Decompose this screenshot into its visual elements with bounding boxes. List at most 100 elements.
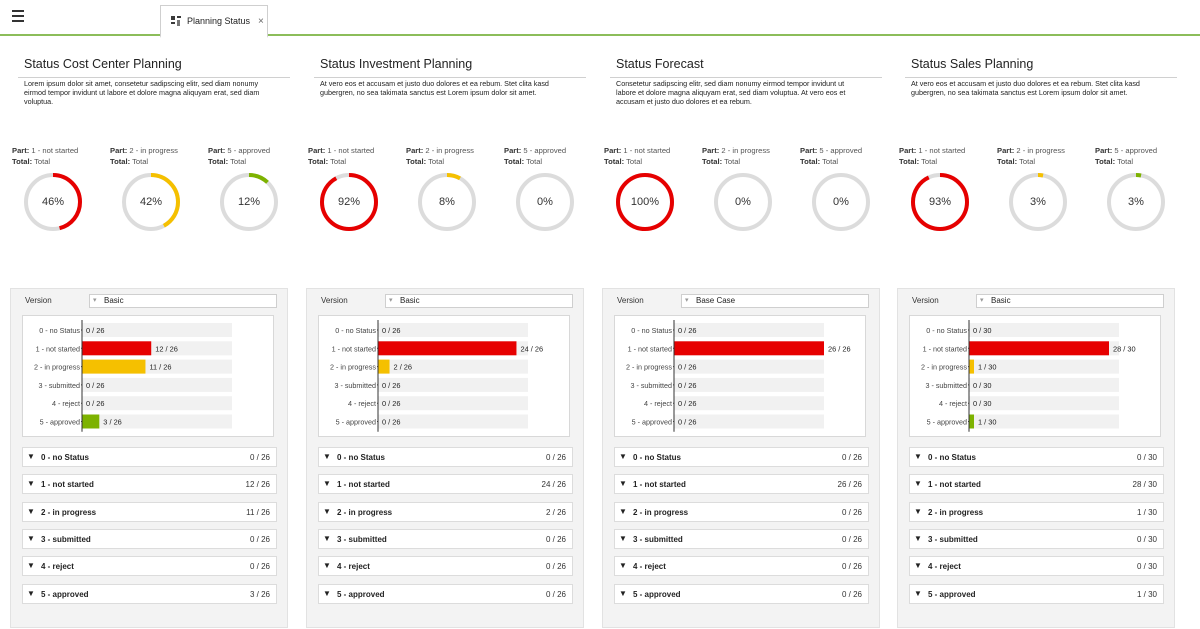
part-value: 5 - approved — [225, 146, 271, 155]
bar-value-label: 0 / 26 — [86, 381, 105, 390]
bar-value-label: 0 / 26 — [678, 418, 697, 427]
group-count: 0 / 26 — [841, 453, 862, 462]
expand-arrow-icon: ▼ — [619, 452, 627, 461]
status-group-row[interactable]: ▼ 0 - no Status 0 / 26 — [318, 447, 573, 467]
expand-arrow-icon: ▼ — [914, 561, 922, 571]
status-group-row[interactable]: ▼ 2 - in progress 11 / 26 — [22, 501, 277, 522]
bar-track — [969, 377, 1119, 392]
total-key: Total: — [604, 157, 625, 166]
total-key: Total: — [702, 157, 723, 166]
ring-svg — [418, 173, 476, 231]
status-group-row[interactable]: ▼ 0 - no Status 0 / 26 — [22, 447, 277, 467]
status-group-row[interactable]: ▼ 2 - in progress 2 / 26 — [318, 501, 573, 522]
status-group-row[interactable]: ▼ 2 - in progress 0 / 26 — [614, 501, 869, 522]
group-label: 2 - in progress — [41, 507, 97, 517]
status-group-row[interactable]: ▼ 1 - not started 28 / 30 — [909, 474, 1164, 495]
version-select[interactable]: Base Case — [681, 294, 869, 308]
progress-ring: 0% — [515, 172, 575, 232]
column-description: Lorem ipsum dolor sit amet, consetetur s… — [24, 79, 260, 106]
status-group-row[interactable]: ▼ 4 - reject 0 / 26 — [614, 556, 869, 577]
expand-arrow-icon: ▼ — [914, 479, 922, 489]
hamburger-menu-icon[interactable] — [12, 10, 24, 22]
bar-value-label: 0 / 26 — [678, 381, 697, 390]
status-group-row[interactable]: ▼ 5 - approved 0 / 26 — [614, 583, 869, 604]
status-group-row[interactable]: ▼ 3 - submitted 0 / 26 — [22, 528, 277, 549]
expand-arrow-icon: ▼ — [914, 452, 922, 461]
version-select[interactable]: Basic — [976, 294, 1164, 308]
expand-arrow-icon: ▼ — [619, 588, 627, 598]
progress-ring: 42% — [121, 172, 181, 232]
bar-value-label: 0 / 26 — [678, 326, 697, 335]
expand-arrow-icon: ▼ — [27, 452, 35, 461]
status-group-row[interactable]: ▼ 2 - in progress 1 / 30 — [909, 501, 1164, 522]
group-label: 5 - approved — [633, 589, 681, 599]
part-key: Part: — [800, 146, 818, 155]
bar-chart-svg: 0 - no Status 0 / 26 1 - not started 26 / 2… — [626, 320, 851, 432]
status-group-row[interactable]: ▼ 5 - approved 1 / 30 — [909, 583, 1164, 604]
status-group-row[interactable]: ▼ 3 - submitted 0 / 30 — [909, 528, 1164, 549]
part-value: 5 - approved — [817, 146, 863, 155]
expand-arrow-icon: ▼ — [27, 588, 35, 598]
bar-value-label: 1 / 30 — [978, 363, 997, 372]
ring-progress — [24, 173, 82, 231]
status-group-row[interactable]: ▼ 4 - reject 0 / 26 — [22, 556, 277, 577]
bar-track — [674, 323, 824, 337]
bar-value-label: 0 / 26 — [382, 418, 401, 427]
status-group-row[interactable]: ▼ 1 - not started 24 / 26 — [318, 474, 573, 495]
version-select[interactable]: Basic — [385, 294, 573, 308]
group-label: 2 - in progress — [928, 507, 984, 517]
group-count: 2 / 26 — [545, 507, 566, 517]
status-group-row[interactable]: ▼ 4 - reject 0 / 30 — [909, 556, 1164, 577]
group-label: 3 - submitted — [337, 534, 387, 544]
group-count: 0 / 26 — [545, 589, 566, 599]
bar-track — [969, 323, 1119, 337]
bar-category-label: 2 - in progress — [330, 363, 376, 372]
ring-progress — [911, 173, 969, 231]
status-group-row[interactable]: ▼ 0 - no Status 0 / 30 — [909, 447, 1164, 467]
bar-category-label: 3 - submitted — [630, 381, 672, 390]
ring-percent: 3% — [1128, 196, 1144, 208]
ring-track — [714, 173, 772, 231]
status-group-row[interactable]: ▼ 5 - approved 0 / 26 — [318, 583, 573, 604]
version-select[interactable]: Basic — [89, 294, 277, 308]
group-label: 4 - reject — [633, 562, 666, 572]
bar-track — [378, 377, 528, 392]
status-group-row[interactable]: ▼ 3 - submitted 0 / 26 — [318, 528, 573, 549]
status-group-row[interactable]: ▼ 4 - reject 0 / 26 — [318, 556, 573, 577]
status-group-row[interactable]: ▼ 5 - approved 3 / 26 — [22, 583, 277, 604]
group-label: 3 - submitted — [928, 534, 978, 544]
status-group-row[interactable]: ▼ 3 - submitted 0 / 26 — [614, 528, 869, 549]
close-icon[interactable]: × — [258, 15, 264, 27]
ring-progress — [320, 173, 378, 231]
part-value: 1 - not started — [916, 146, 966, 155]
ring-svg — [122, 173, 180, 231]
bar-value-label: 3 / 26 — [103, 418, 122, 427]
ring-percent: 100% — [630, 196, 660, 208]
expand-arrow-icon: ▼ — [323, 561, 331, 571]
group-count: 0 / 26 — [841, 534, 862, 544]
bar-value-label: 0 / 26 — [86, 326, 105, 335]
group-count: 0 / 30 — [1136, 453, 1157, 462]
status-group-row[interactable]: ▼ 1 - not started 12 / 26 — [22, 474, 277, 495]
bar-track — [82, 396, 232, 411]
status-column: Status Cost Center Planning Lorem ipsum d… — [0, 36, 296, 629]
total-key: Total: — [208, 157, 229, 166]
part-key: Part: — [110, 146, 128, 155]
ring-progress — [418, 173, 476, 231]
part-key: Part: — [12, 146, 30, 155]
bar-category-label: 3 - submitted — [38, 381, 80, 390]
part-caption: Part: 5 - approved Total: Total — [208, 145, 304, 167]
column-title: Status Investment Planning — [320, 57, 473, 71]
ring-percent: 3% — [1030, 196, 1046, 208]
expand-arrow-icon: ▼ — [914, 533, 922, 543]
column-description: At vero eos et accusam et justo duo dolo… — [911, 79, 1140, 97]
bar-category-label: 3 - submitted — [925, 381, 967, 390]
status-group-row[interactable]: ▼ 0 - no Status 0 / 26 — [614, 447, 869, 467]
group-label: 1 - not started — [928, 480, 981, 490]
bar-value-label: 0 / 26 — [382, 399, 401, 408]
bar-value-label: 0 / 26 — [86, 399, 105, 408]
status-group-row[interactable]: ▼ 1 - not started 26 / 26 — [614, 474, 869, 495]
bar-category-label: 0 - no Status — [39, 326, 80, 335]
total-key: Total: — [997, 157, 1018, 166]
tab-planning-status[interactable]: Planning Status × — [160, 5, 268, 38]
